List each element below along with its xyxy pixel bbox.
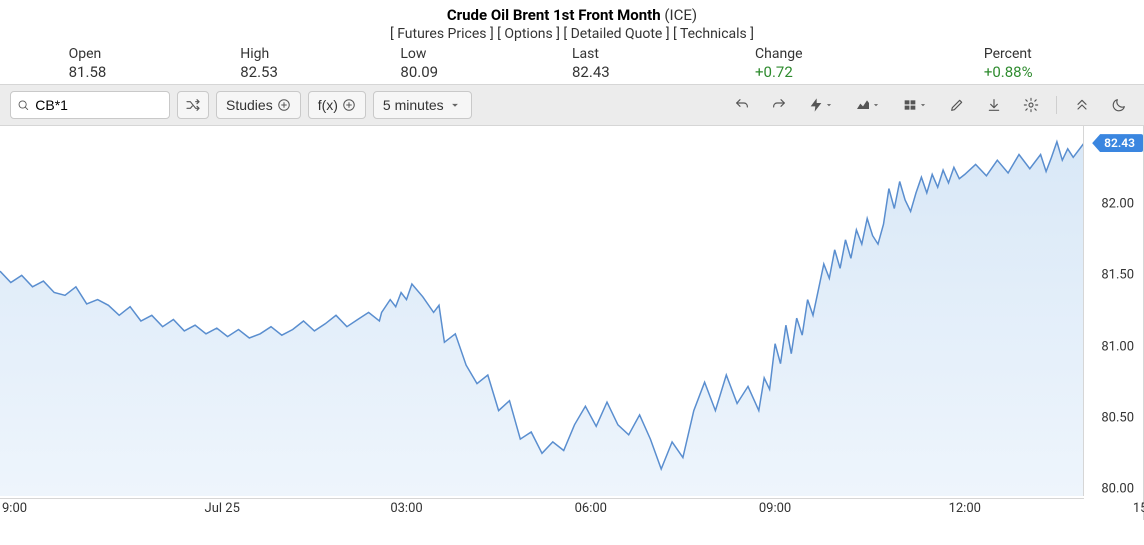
x-tick: 06:00: [575, 501, 607, 516]
x-tick: 15:00: [1133, 501, 1144, 516]
x-axis: 9:00Jul 2503:0006:0009:0012:0015:00: [0, 498, 1084, 520]
chart-container[interactable]: 80.00 80.50 81.00 81.50 82.00 82.43 9:00 Jul 2…: [0, 126, 1144, 520]
x-tick: 9:00: [2, 501, 27, 516]
price-tag: 82.43: [1092, 134, 1143, 152]
stat-last-value: 82.43: [572, 63, 610, 81]
fx-button[interactable]: f(x): [308, 91, 366, 119]
studies-button[interactable]: Studies: [216, 91, 301, 119]
link-detailed-quote[interactable]: Detailed Quote: [571, 26, 663, 42]
undo-icon: [734, 97, 750, 113]
stat-percent-label: Percent: [984, 46, 1033, 62]
display-button[interactable]: [895, 91, 935, 119]
shuffle-icon: [185, 97, 201, 113]
draw-button[interactable]: [942, 91, 972, 119]
stat-high: High82.53: [240, 46, 278, 81]
chart-title-main: Crude Oil Brent 1st Front Month: [447, 6, 661, 24]
link-options[interactable]: Options: [504, 26, 552, 42]
fx-label: f(x): [318, 97, 338, 113]
caret-down-icon: [448, 98, 462, 112]
stat-open-value: 81.58: [69, 63, 107, 81]
y-tick: 82.00: [1101, 197, 1134, 212]
x-tick: 09:00: [759, 501, 791, 516]
stat-change-value: +0.72: [755, 63, 802, 81]
chart-toolbar: Studies f(x) 5 minutes: [0, 84, 1144, 126]
chart-area-icon: [855, 97, 871, 113]
pencil-icon: [949, 97, 965, 113]
collapse-button[interactable]: [1067, 91, 1097, 119]
compare-button[interactable]: [177, 91, 209, 119]
redo-button[interactable]: [764, 91, 794, 119]
x-tick: Jul 25: [205, 501, 240, 516]
lightning-icon: [808, 97, 824, 113]
stat-low: Low80.09: [400, 46, 438, 81]
theme-button[interactable]: [1104, 91, 1134, 119]
double-up-icon: [1074, 97, 1090, 113]
x-tick: 03:00: [390, 501, 422, 516]
stat-change: Change+0.72: [755, 46, 802, 81]
y-tick: 81.50: [1101, 268, 1134, 283]
caret-down-icon: [918, 98, 928, 112]
stat-open-label: Open: [69, 46, 107, 62]
stat-percent-value: +0.88%: [984, 63, 1033, 81]
undo-button[interactable]: [727, 91, 757, 119]
interval-button[interactable]: 5 minutes: [373, 91, 472, 119]
download-button[interactable]: [979, 91, 1009, 119]
stat-low-value: 80.09: [400, 63, 438, 81]
download-icon: [986, 97, 1002, 113]
chart-title: Crude Oil Brent 1st Front Month (ICE): [0, 6, 1144, 24]
y-tick: 80.50: [1101, 410, 1134, 425]
chart-type-button[interactable]: [848, 91, 888, 119]
link-technicals[interactable]: Technicals: [680, 26, 747, 42]
stat-high-label: High: [240, 46, 278, 62]
caret-down-icon: [824, 98, 834, 112]
caret-down-icon: [871, 98, 881, 112]
table-icon: [902, 97, 918, 113]
y-tick: 80.00: [1101, 481, 1134, 496]
stat-change-label: Change: [755, 46, 802, 62]
interval-label: 5 minutes: [383, 97, 444, 113]
stat-high-value: 82.53: [240, 63, 278, 81]
y-tick: 81.00: [1101, 339, 1134, 354]
stat-last: Last82.43: [572, 46, 610, 81]
studies-label: Studies: [226, 97, 273, 113]
moon-icon: [1111, 97, 1127, 113]
stat-open: Open81.58: [69, 46, 107, 81]
title-links: [ Futures Prices ] [ Options ] [ Detaile…: [0, 26, 1144, 42]
plus-icon: [342, 98, 356, 112]
x-tick: 12:00: [949, 501, 981, 516]
chart-title-exchange: (ICE): [664, 6, 697, 24]
price-chart: [0, 126, 1084, 496]
search-icon: [17, 98, 29, 112]
y-axis: 80.00 80.50 81.00 81.50 82.00 82.43: [1083, 126, 1143, 496]
stat-low-label: Low: [400, 46, 438, 62]
symbol-input[interactable]: [35, 97, 163, 113]
plus-icon: [277, 98, 291, 112]
symbol-search[interactable]: [10, 91, 170, 119]
gear-icon: [1023, 97, 1039, 113]
events-button[interactable]: [801, 91, 841, 119]
redo-icon: [771, 97, 787, 113]
stat-percent: Percent+0.88%: [984, 46, 1033, 81]
stat-last-label: Last: [572, 46, 610, 62]
link-futures-prices[interactable]: Futures Prices: [397, 26, 486, 42]
settings-button[interactable]: [1016, 91, 1046, 119]
